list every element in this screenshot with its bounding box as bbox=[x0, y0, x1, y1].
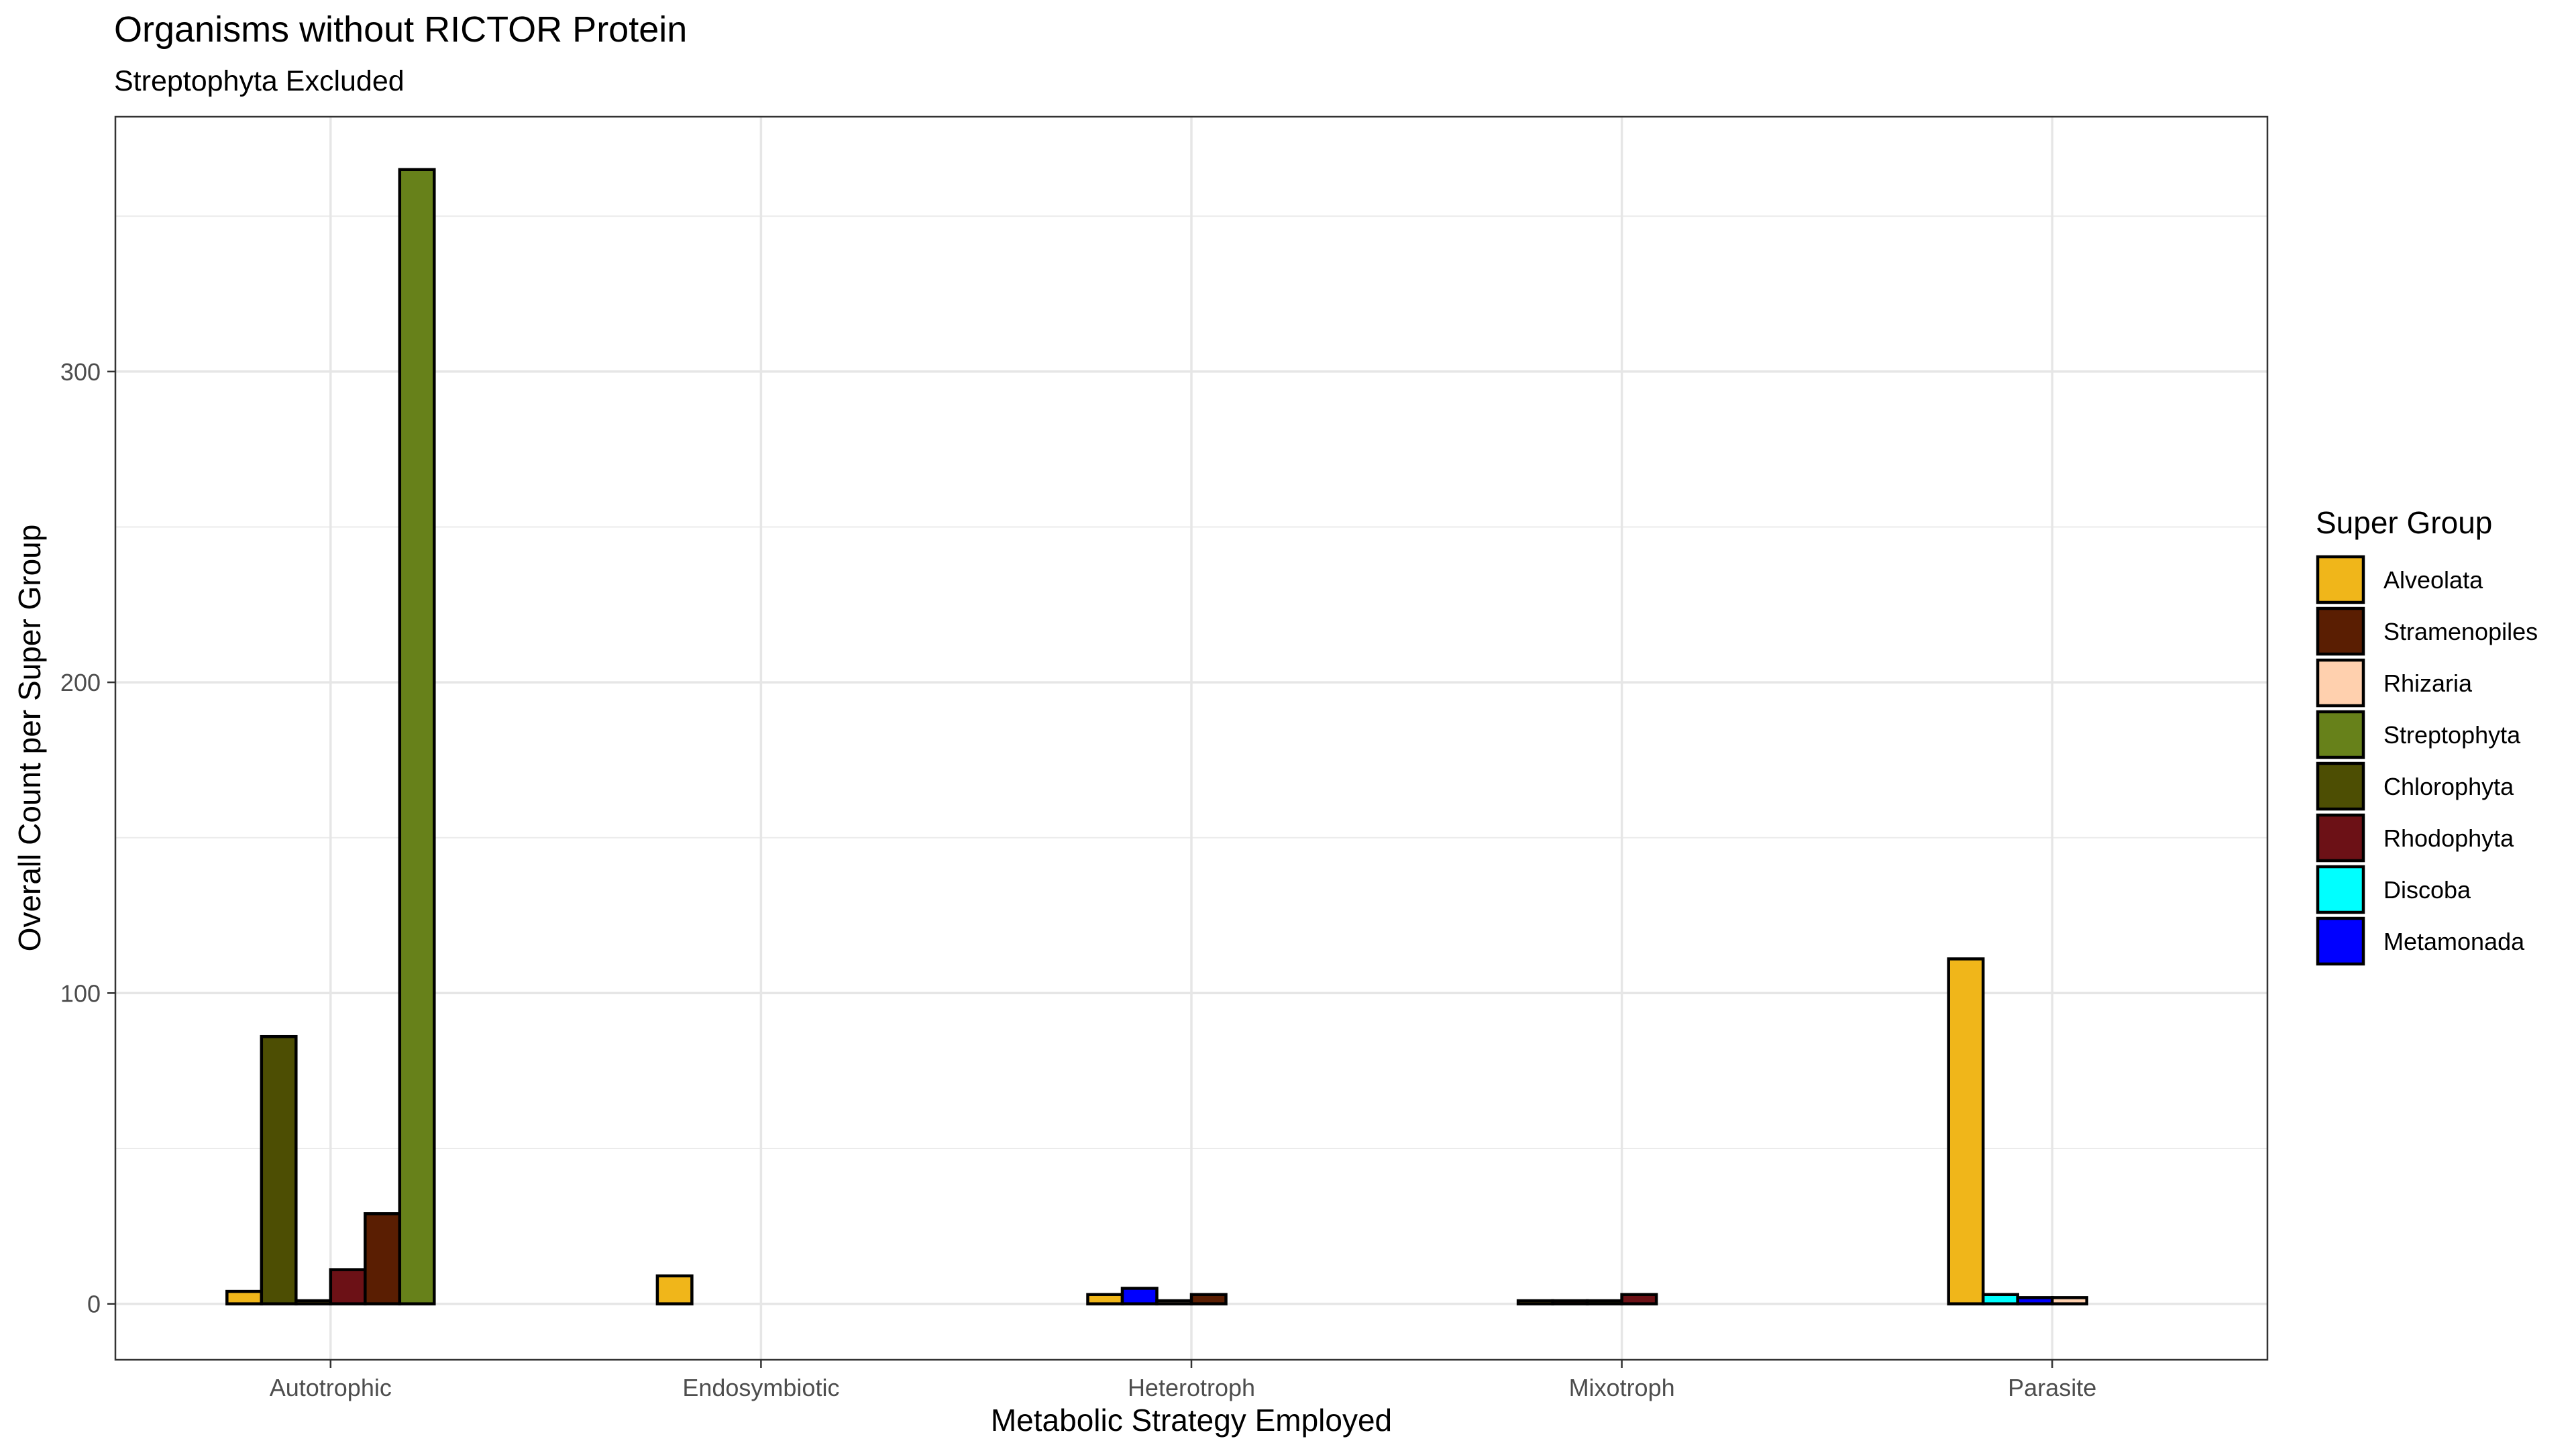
y-tick-label: 100 bbox=[60, 979, 101, 1007]
x-tick-label: Mixotroph bbox=[1569, 1374, 1675, 1401]
x-tick-label: Parasite bbox=[2008, 1374, 2096, 1401]
bar-mixotroph-stramenopiles bbox=[1551, 1299, 1589, 1305]
legend-key-alveolata bbox=[2316, 555, 2365, 604]
legend-key-rhodophyta bbox=[2316, 813, 2365, 863]
legend: Alveolata Stramenopiles Rhizaria Streptophy… bbox=[2316, 555, 2538, 966]
legend-label: Metamonada bbox=[2383, 928, 2525, 955]
x-tick-label: Heterotroph bbox=[1128, 1374, 1255, 1401]
bar-autotrophic-streptophyta bbox=[398, 168, 436, 1305]
bar-mixotroph-chlorophyta bbox=[1585, 1299, 1623, 1305]
bars bbox=[225, 168, 2088, 1305]
x-axis: Autotrophic Endosymbiotic Heterotroph Mixot… bbox=[270, 1360, 2096, 1401]
legend-label: Stramenopiles bbox=[2383, 618, 2538, 645]
x-tick-label: Endosymbiotic bbox=[682, 1374, 839, 1401]
bar-mixotroph-rhodophyta bbox=[1620, 1293, 1658, 1305]
bar-endosymbiotic-alveolata bbox=[655, 1274, 694, 1305]
legend-label: Discoba bbox=[2383, 876, 2471, 904]
bar-parasite-rhizaria bbox=[2050, 1296, 2088, 1305]
legend-key-streptophyta bbox=[2316, 710, 2365, 759]
legend-key-chlorophyta bbox=[2316, 761, 2365, 811]
x-tick-label: Autotrophic bbox=[270, 1374, 392, 1401]
grid-major bbox=[115, 117, 2267, 1360]
legend-label: Streptophyta bbox=[2383, 721, 2521, 749]
chart-title: Organisms without RICTOR Protein bbox=[114, 9, 687, 50]
y-axis: 0 100 200 300 bbox=[60, 358, 115, 1318]
bar-autotrophic-stramenopiles bbox=[364, 1212, 402, 1305]
bar-autotrophic-alveolata bbox=[294, 1299, 333, 1305]
legend-key-metamonada bbox=[2316, 916, 2365, 966]
bar-heterotroph-stramenopiles bbox=[1189, 1293, 1228, 1305]
legend-label: Rhizaria bbox=[2383, 669, 2473, 697]
legend-title: Super Group bbox=[2316, 505, 2492, 540]
legend-label: Alveolata bbox=[2383, 566, 2483, 594]
bar-autotrophic-rhodophyta bbox=[329, 1268, 367, 1305]
chart-subtitle: Streptophyta Excluded bbox=[114, 65, 405, 97]
bar-heterotroph-rhizaria bbox=[1155, 1299, 1193, 1305]
legend-label: Chlorophyta bbox=[2383, 773, 2514, 800]
bar-heterotroph-metamonada bbox=[1120, 1287, 1159, 1305]
bar-autotrophic-chlorophyta bbox=[260, 1034, 298, 1305]
bar-parasite-metamonada bbox=[2016, 1296, 2054, 1305]
y-axis-label: Overall Count per Super Group bbox=[12, 525, 47, 952]
legend-key-discoba bbox=[2316, 865, 2365, 914]
bar-parasite-alveolata bbox=[1947, 957, 1985, 1305]
legend-key-stramenopiles bbox=[2316, 606, 2365, 656]
y-tick-label: 300 bbox=[60, 358, 101, 386]
y-tick-label: 0 bbox=[87, 1291, 101, 1318]
legend-label: Rhodophyta bbox=[2383, 824, 2514, 852]
y-tick-label: 200 bbox=[60, 669, 101, 696]
bar-heterotroph-alveolata bbox=[1086, 1293, 1124, 1305]
bar-parasite-discoba bbox=[1981, 1293, 2019, 1305]
x-axis-label: Metabolic Strategy Employed bbox=[991, 1403, 1392, 1438]
bar-mixotroph-alveolata bbox=[1516, 1299, 1554, 1305]
bar-autotrophic-alveolata bbox=[225, 1289, 264, 1305]
legend-key-rhizaria bbox=[2316, 658, 2365, 708]
